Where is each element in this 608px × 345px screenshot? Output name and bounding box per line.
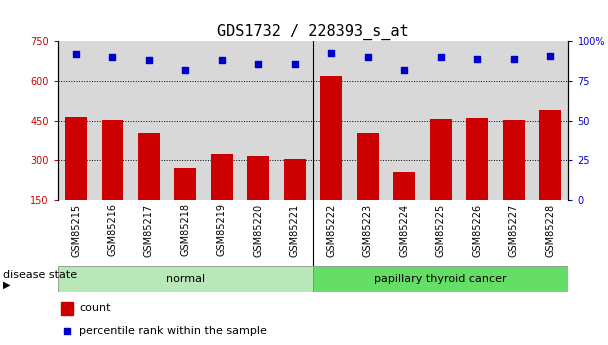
Point (144, 58, 154, 63)
Point (399, 67, 409, 73)
Text: ▶: ▶ (3, 280, 10, 290)
Text: GSM85218: GSM85218 (181, 203, 190, 256)
Bar (320, 76, 342, 200)
Text: GSM85222: GSM85222 (326, 203, 336, 257)
Point (326, 50, 336, 55)
Point (108, 55, 117, 60)
Bar (539, 110, 561, 200)
Text: percentile rank within the sample: percentile rank within the sample (79, 326, 267, 336)
Bar (211, 154, 233, 200)
Bar (61, 302, 73, 315)
Text: GSM85217: GSM85217 (144, 203, 154, 256)
Text: GSM85225: GSM85225 (436, 203, 446, 257)
Text: GSM85228: GSM85228 (545, 203, 555, 256)
Point (472, 56, 482, 62)
Text: GSM85219: GSM85219 (217, 203, 227, 256)
Bar (284, 159, 306, 200)
Text: GSM85223: GSM85223 (363, 203, 373, 256)
Title: GDS1732 / 228393_s_at: GDS1732 / 228393_s_at (217, 24, 409, 40)
Point (71, 51, 81, 57)
Point (363, 55, 373, 60)
Bar (466, 118, 488, 200)
Text: GSM85215: GSM85215 (71, 203, 81, 256)
Point (436, 55, 446, 60)
Bar (247, 156, 269, 200)
Text: GSM85227: GSM85227 (509, 203, 519, 257)
Bar (393, 172, 415, 200)
Bar (102, 120, 123, 200)
Text: GSM85220: GSM85220 (254, 203, 263, 256)
Bar (138, 132, 160, 200)
Text: papillary thyroid cancer: papillary thyroid cancer (375, 274, 507, 284)
Point (290, 61, 300, 66)
Bar (430, 119, 452, 200)
Bar (65, 117, 87, 200)
Bar (313, 266, 568, 292)
Bar (174, 168, 196, 200)
Text: GSM85216: GSM85216 (108, 203, 117, 256)
Text: disease state: disease state (3, 270, 77, 280)
Bar (503, 120, 525, 200)
Bar (58, 266, 313, 292)
Point (509, 56, 519, 62)
Point (217, 58, 227, 63)
Text: count: count (79, 304, 111, 313)
Text: normal: normal (166, 274, 205, 284)
Text: GSM85221: GSM85221 (290, 203, 300, 256)
Bar (357, 132, 379, 200)
Text: GSM85226: GSM85226 (472, 203, 482, 256)
Text: GSM85224: GSM85224 (399, 203, 409, 256)
Point (181, 67, 190, 73)
Point (62, 328, 72, 334)
Point (254, 61, 263, 66)
Point (545, 53, 555, 58)
